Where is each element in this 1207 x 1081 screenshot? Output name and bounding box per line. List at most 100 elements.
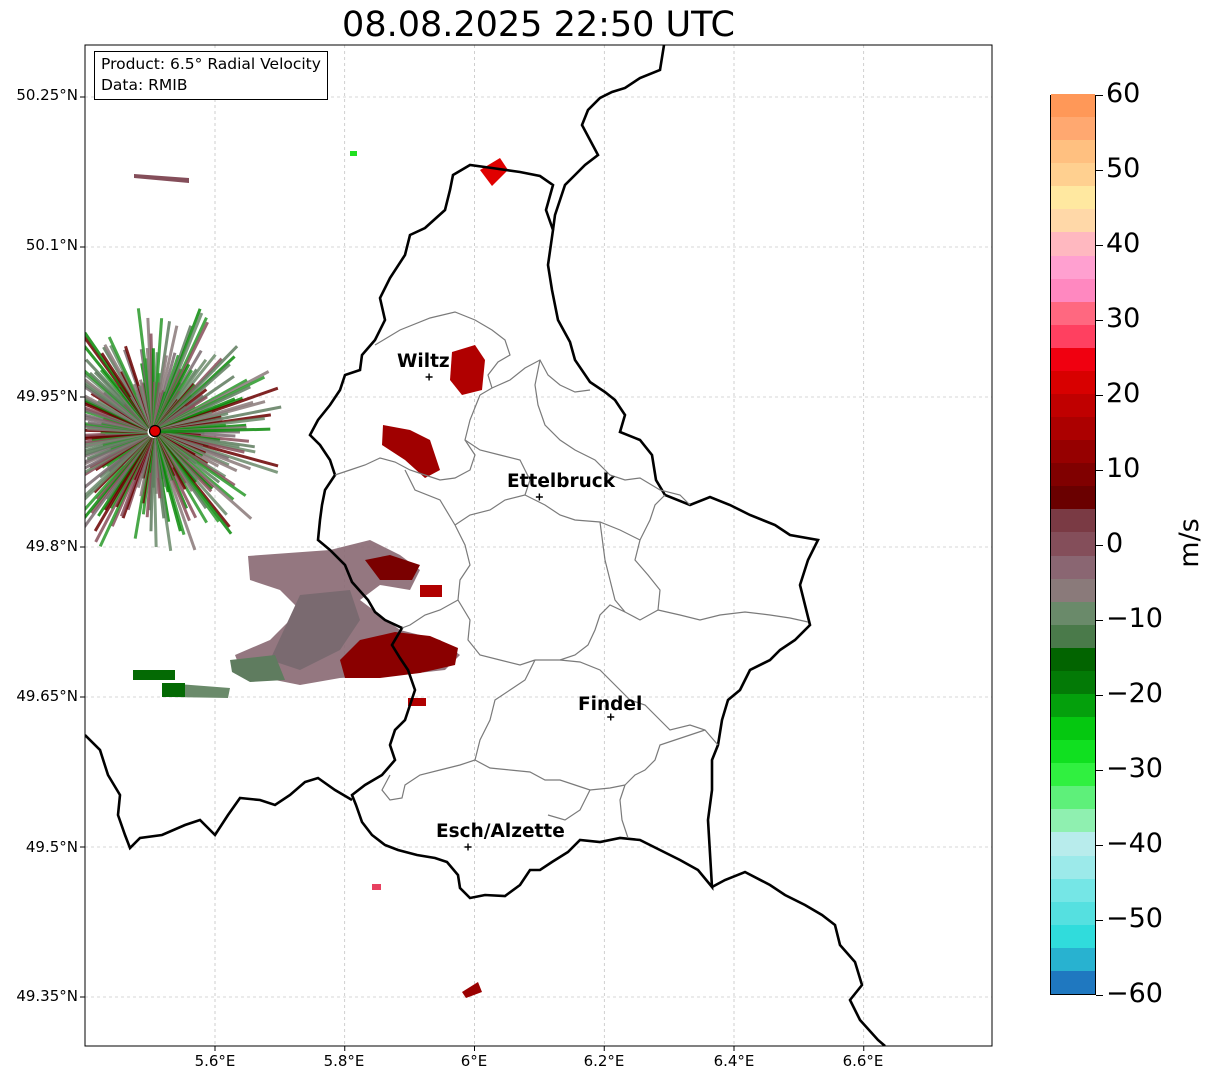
colorbar-tick-label: 50: [1106, 153, 1141, 184]
border-southwest: [85, 734, 353, 851]
colorbar-segment: [1051, 970, 1095, 994]
radar-site-marker: [148, 424, 162, 438]
echo-red-core-mid: [365, 555, 420, 580]
colorbar-segment: [1051, 601, 1095, 625]
colorbar-tick: [1096, 95, 1103, 96]
lon-label: 6.2°E: [583, 1052, 625, 1070]
colorbar-segment: [1051, 255, 1095, 279]
colorbar-tick-label: 60: [1106, 78, 1141, 109]
colorbar-segment: [1051, 393, 1095, 418]
colorbar-tick: [1096, 320, 1103, 321]
city-markers: [425, 373, 615, 851]
colorbar-tick: [1096, 995, 1103, 996]
colorbar-segment: [1051, 855, 1095, 879]
colorbar-segment: [1051, 901, 1095, 925]
border-east: [551, 45, 666, 231]
colorbar-segment: [1051, 739, 1095, 764]
colorbar-tick: [1096, 170, 1103, 171]
colorbar-unit: m/s: [1174, 518, 1205, 568]
colorbar-segment: [1051, 578, 1095, 602]
colorbar-segment: [1051, 301, 1095, 325]
colorbar-tick-label: 0: [1106, 528, 1124, 559]
lat-label: 50.1°N: [25, 236, 78, 254]
canton-borders: [334, 311, 809, 839]
colorbar-tick: [1096, 920, 1103, 921]
colorbar-tick: [1096, 245, 1103, 246]
info-data-source: Data: RMIB: [101, 76, 188, 94]
lon-label: 5.6°E: [194, 1052, 236, 1070]
map-background: [85, 45, 992, 1046]
lon-label: 6°E: [460, 1052, 488, 1070]
echo-red-south: [462, 982, 482, 998]
echo-darkgreen: [133, 670, 175, 680]
colorbar-tick-label: −10: [1106, 603, 1163, 634]
colorbar-segment: [1051, 693, 1095, 718]
colorbar-segment: [1051, 347, 1095, 371]
colorbar-tick: [1096, 470, 1103, 471]
colorbar-segment: [1051, 555, 1095, 579]
boundaries: [85, 45, 886, 1046]
colorbar-segment: [1051, 531, 1095, 556]
city-marker: [535, 493, 543, 501]
colorbar-segment: [1051, 416, 1095, 441]
colorbar-tick-label: 10: [1106, 453, 1141, 484]
axis-ticks: [80, 96, 865, 1051]
lon-label: 6.4°E: [713, 1052, 755, 1070]
lon-label: 6.6°E: [842, 1052, 884, 1070]
colorbar-tick-label: 20: [1106, 378, 1141, 409]
map-frame: [84, 44, 993, 1047]
lat-label: 50.25°N: [16, 86, 78, 104]
colorbar-segment: [1051, 162, 1095, 187]
colorbar-segment: [1051, 208, 1095, 233]
echo-red-wiltz: [450, 345, 485, 395]
echo-darkgreen-b: [162, 683, 185, 697]
colorbar-segment: [1051, 116, 1095, 141]
colorbar: [1050, 93, 1096, 995]
echo-mass-grey: [270, 590, 360, 670]
radar-echoes: [85, 151, 508, 998]
echo-blob-b: [408, 698, 426, 706]
colorbar-segment: [1051, 762, 1095, 787]
echo-blob-a: [420, 585, 442, 597]
country-border: [308, 163, 820, 900]
colorbar-tick-label: −50: [1106, 903, 1163, 934]
colorbar-tick-label: 40: [1106, 228, 1141, 259]
info-product: Product: 6.5° Radial Velocity: [101, 55, 321, 73]
colorbar-segment: [1051, 185, 1095, 210]
colorbar-segment: [1051, 93, 1095, 118]
colorbar-segment: [1051, 485, 1095, 510]
city-marker: [464, 843, 472, 851]
colorbar-segment: [1051, 370, 1095, 394]
colorbar-tick-label: −60: [1106, 978, 1163, 1009]
echo-red-north: [480, 158, 508, 186]
colorbar-segment: [1051, 947, 1095, 971]
colorbar-segment: [1051, 231, 1095, 256]
colorbar-segment: [1051, 785, 1095, 810]
radar-spoke: [159, 427, 271, 434]
border-southeast: [711, 870, 886, 1046]
lat-label: 49.95°N: [16, 387, 78, 405]
colorbar-tick-label: 30: [1106, 303, 1141, 334]
chart-title: 08.08.2025 22:50 UTC: [342, 5, 735, 45]
colorbar-segment: [1051, 439, 1095, 464]
radar-burst: [85, 308, 282, 552]
colorbar-segment: [1051, 139, 1095, 164]
colorbar-tick-label: −30: [1106, 753, 1163, 784]
colorbar-segment: [1051, 670, 1095, 694]
colorbar-segment: [1051, 462, 1095, 487]
lat-label: 49.5°N: [25, 838, 78, 856]
echo-red-west: [382, 425, 440, 478]
colorbar-tick: [1096, 395, 1103, 396]
graticule: [85, 45, 992, 1046]
colorbar-segment: [1051, 324, 1095, 348]
city-label-ettelbruck: Ettelbruck: [507, 471, 616, 492]
city-marker: [425, 373, 433, 381]
colorbar-segment: [1051, 924, 1095, 948]
echo-blob-d: [350, 151, 357, 156]
lat-label: 49.8°N: [25, 537, 78, 555]
lat-label: 49.35°N: [16, 987, 78, 1005]
lon-label: 5.8°E: [323, 1052, 365, 1070]
colorbar-segment: [1051, 878, 1095, 902]
info-box: Product: 6.5° Radial Velocity Data: RMIB: [94, 51, 328, 100]
